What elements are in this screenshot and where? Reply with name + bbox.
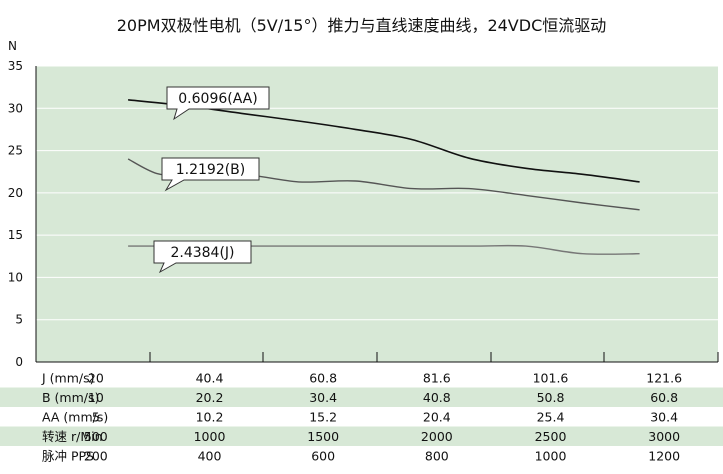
- table-cell-4-3: 800: [425, 449, 449, 464]
- table-cell-3-3: 2000: [421, 429, 453, 444]
- table-cell-3-1: 1000: [194, 429, 226, 444]
- speed-table: J (mm/s)20 40.4 60.8 81.6 101.6 121.6 B (mm/s)…: [0, 371, 723, 464]
- table-cell-2-2: 15.2: [309, 410, 337, 425]
- series-callout-label-0: 0.6096(AA): [178, 91, 257, 107]
- table-cell-0-3: 81.6: [423, 371, 451, 386]
- table-cell-2-0: 5: [92, 410, 100, 425]
- table-cell-3-2: 1500: [307, 429, 339, 444]
- table-row-shade-1: [0, 387, 723, 407]
- table-cell-1-0: 10: [88, 390, 104, 405]
- table-row-label-0: J (mm/s): [41, 371, 95, 386]
- table-row-label-2: AA (mm/s): [42, 410, 108, 425]
- table-row-label-1: B (mm/s): [42, 390, 99, 405]
- y-axis-unit: N: [8, 39, 17, 53]
- table-cell-4-0: 200: [84, 449, 108, 464]
- series-callout-box-1: [161, 157, 260, 192]
- y-tick-label-30: 30: [8, 101, 23, 115]
- table-cell-3-0: 500: [84, 429, 108, 444]
- y-tick-label-5: 5: [15, 313, 23, 327]
- table-cell-2-1: 10.2: [196, 410, 224, 425]
- table-row-shade-3: [0, 426, 723, 446]
- table-cell-1-3: 40.8: [423, 390, 451, 405]
- y-tick-label-20: 20: [8, 186, 23, 200]
- series-callouts: 0.6096(AA) 1.2192(B) 2.4384(J): [153, 86, 270, 274]
- table-cell-0-4: 101.6: [533, 371, 569, 386]
- y-tick-label-0: 0: [15, 355, 23, 369]
- table-cell-3-4: 2500: [535, 429, 567, 444]
- table-cell-4-5: 1200: [648, 449, 680, 464]
- table-cell-1-1: 20.2: [196, 390, 224, 405]
- grid-lines: [36, 65, 718, 321]
- table-cell-2-3: 20.4: [423, 410, 451, 425]
- table-cell-0-0: 20: [88, 371, 104, 386]
- chart-title: 20PM双极性电机（5V/15°）推力与直线速度曲线，24VDC恒流驱动: [116, 16, 607, 35]
- table-cell-1-4: 50.8: [537, 390, 565, 405]
- table-cell-4-2: 600: [311, 449, 335, 464]
- y-tick-label-25: 25: [8, 144, 23, 158]
- table-cell-4-4: 1000: [535, 449, 567, 464]
- axes: 0 5 10 15 20 25 30 35 N: [8, 39, 719, 369]
- y-tick-label-35: 35: [8, 59, 23, 73]
- table-cell-0-5: 121.6: [646, 371, 682, 386]
- table-cell-0-2: 60.8: [309, 371, 337, 386]
- series-callout-label-1: 1.2192(B): [176, 162, 246, 178]
- y-tick-label-10: 10: [8, 270, 23, 284]
- table-cell-2-5: 30.4: [650, 410, 678, 425]
- table-cell-1-2: 30.4: [309, 390, 337, 405]
- table-cell-1-5: 60.8: [650, 390, 678, 405]
- series-callout-label-2: 2.4384(J): [170, 245, 234, 261]
- table-row-label-3: 转速 r/Min: [42, 429, 103, 444]
- series-callout-box-2: [153, 240, 252, 274]
- y-tick-label-15: 15: [8, 228, 23, 242]
- table-cell-3-5: 3000: [648, 429, 680, 444]
- table-cell-2-4: 25.4: [537, 410, 565, 425]
- plot-background: [36, 66, 718, 362]
- table-cell-0-1: 40.4: [196, 371, 224, 386]
- series-callout-box-0: [166, 86, 270, 121]
- table-row-label-4: 脉冲 PPS: [42, 449, 94, 464]
- table-cell-4-1: 400: [198, 449, 222, 464]
